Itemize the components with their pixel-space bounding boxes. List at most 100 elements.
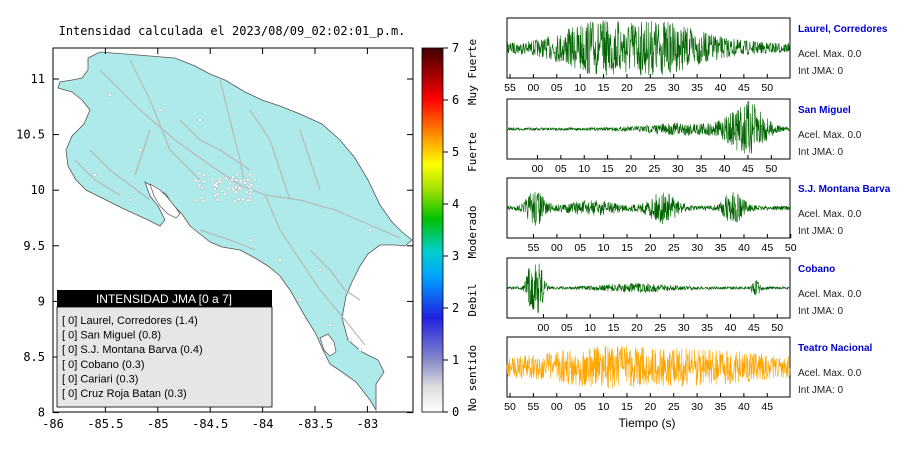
waveform-tick-label: 35 [715, 242, 727, 254]
station-dot [108, 93, 112, 97]
station-int: Int JMA: 0 [798, 66, 843, 77]
map-y-tick-label: 10.5 [16, 128, 45, 142]
road-line [199, 229, 256, 251]
station-dot [128, 198, 132, 202]
station-dot [358, 348, 362, 352]
legend-entry: [ 0] S.J. Montana Barva (0.4) [62, 344, 203, 356]
station-dot [215, 198, 220, 202]
colorbar-tick-label: 3 [452, 249, 459, 263]
station-dot [249, 188, 253, 192]
road-line [264, 194, 366, 346]
waveform-tick-label: 20 [625, 163, 637, 175]
legend-entry: [ 0] Laurel, Corredores (1.4) [62, 315, 198, 327]
map-y-tick-label: 8 [38, 406, 45, 420]
station-dot [242, 178, 246, 182]
station-dot [253, 177, 257, 182]
colorbar-category-label: Debil [466, 283, 479, 316]
waveform-tick-label: 10 [574, 82, 586, 94]
map-y-tick-label: 9 [38, 294, 45, 308]
waveform-tick-label: 50 [504, 401, 516, 413]
station-markers [93, 93, 372, 352]
road-line [129, 59, 201, 181]
station-dot [230, 178, 234, 182]
waveform-tick-label: 10 [578, 163, 590, 175]
station-dot [368, 228, 372, 232]
waveform-tick-label: 35 [701, 322, 713, 334]
station-dot [213, 187, 217, 191]
station-dot [196, 179, 201, 183]
waveform-tick-label: 00 [532, 163, 544, 175]
road-line [249, 109, 291, 201]
waveform-tick-label: 30 [691, 401, 703, 413]
waveform-tick-label: 50 [761, 82, 773, 94]
station-dot [201, 199, 205, 203]
waveform-tick-label: 25 [668, 401, 680, 413]
road-line [74, 159, 121, 196]
station-dot [193, 198, 197, 203]
waveform-tick-label: 25 [654, 322, 666, 334]
station-dot [228, 181, 232, 186]
station-dot [193, 178, 198, 183]
colorbar-ticks: 0 1 2 3 4 5 6 7 [443, 41, 459, 419]
colorbar-tick-label: 7 [452, 41, 459, 55]
map-y-tick-label: 10 [31, 183, 45, 197]
waveform-tick-label: 20 [645, 242, 657, 254]
waveform-tick-label: 05 [555, 163, 567, 175]
map-y-axis: 11 10.5 10 9.5 9 8.5 8 [16, 72, 413, 420]
waveform-tick-label: 40 [719, 163, 731, 175]
legend-entries: [ 0] Laurel, Corredores (1.4) [ 0] San Mi… [62, 315, 203, 400]
station-dot [202, 173, 206, 177]
waveform-tick-label: 05 [551, 82, 563, 94]
station-dot [198, 118, 202, 122]
waveform-trace [506, 263, 791, 313]
waveform-tick-label: 15 [608, 322, 620, 334]
colorbar-ramp [421, 47, 444, 413]
waveform-tick-label: 35 [695, 163, 707, 175]
colorbar-tick-label: 6 [452, 93, 459, 107]
map-x-tick-label: -83 [357, 417, 379, 431]
legend-entry: [ 0] Cruz Roja Batan (0.3) [62, 388, 187, 400]
station-name: San Miguel [798, 105, 851, 116]
waveform-trace [506, 20, 791, 76]
station-dot [224, 176, 228, 180]
station-dot [249, 183, 254, 187]
waveform-tick-label: 10 [584, 322, 596, 334]
station-dot [231, 186, 235, 191]
waveform-tick-label: 40 [738, 401, 750, 413]
waveform-tick-label: 20 [621, 82, 633, 94]
waveform-tick-label: 00 [551, 401, 563, 413]
colorbar-tick-label: 2 [452, 301, 459, 315]
waveform-tick-label: 30 [678, 322, 690, 334]
station-dot [217, 179, 221, 184]
waveform-panels: 55 00 05 10 15 20 25 30 35 40 45 50 Laurel, Corredor… [504, 17, 891, 413]
map-x-tick-label: -86 [42, 417, 64, 431]
waveform-tick-label: 55 [528, 401, 540, 413]
waveform-tick-label: 25 [649, 163, 661, 175]
waveform-tick-label: 05 [561, 322, 573, 334]
station-dot [223, 192, 227, 196]
waveform-tick-label: 55 [528, 242, 540, 254]
colorbar-category-label: Moderado [466, 206, 479, 259]
colorbar-categories: No sentido Debil Moderado Fuerte Muy Fuerte [466, 39, 479, 411]
map-y-tick-label: 11 [31, 72, 45, 86]
station-dot [328, 323, 332, 327]
colorbar-tick-label: 1 [452, 353, 459, 367]
waveform-tick-label: 25 [668, 242, 680, 254]
station-acel: Acel. Max. 0.0 [798, 130, 862, 141]
waveform-tick-label: 30 [691, 242, 703, 254]
map-x-tick-label: -84 [252, 417, 274, 431]
station-dot [200, 186, 204, 190]
colorbar-category-label: Fuerte [466, 132, 479, 172]
station-dot [233, 199, 237, 203]
station-dot [138, 148, 142, 152]
waveform-tick-label: 05 [574, 401, 586, 413]
station-dot [248, 192, 253, 196]
station-dot [158, 108, 162, 112]
legend-entry: [ 0] Cobano (0.3) [62, 359, 145, 371]
station-dot [246, 178, 250, 182]
station-int: Int JMA: 0 [798, 306, 843, 317]
map-x-tick-label: -83.5 [297, 417, 333, 431]
waveform-tick-label: 45 [762, 242, 774, 254]
station-dot [234, 190, 238, 194]
